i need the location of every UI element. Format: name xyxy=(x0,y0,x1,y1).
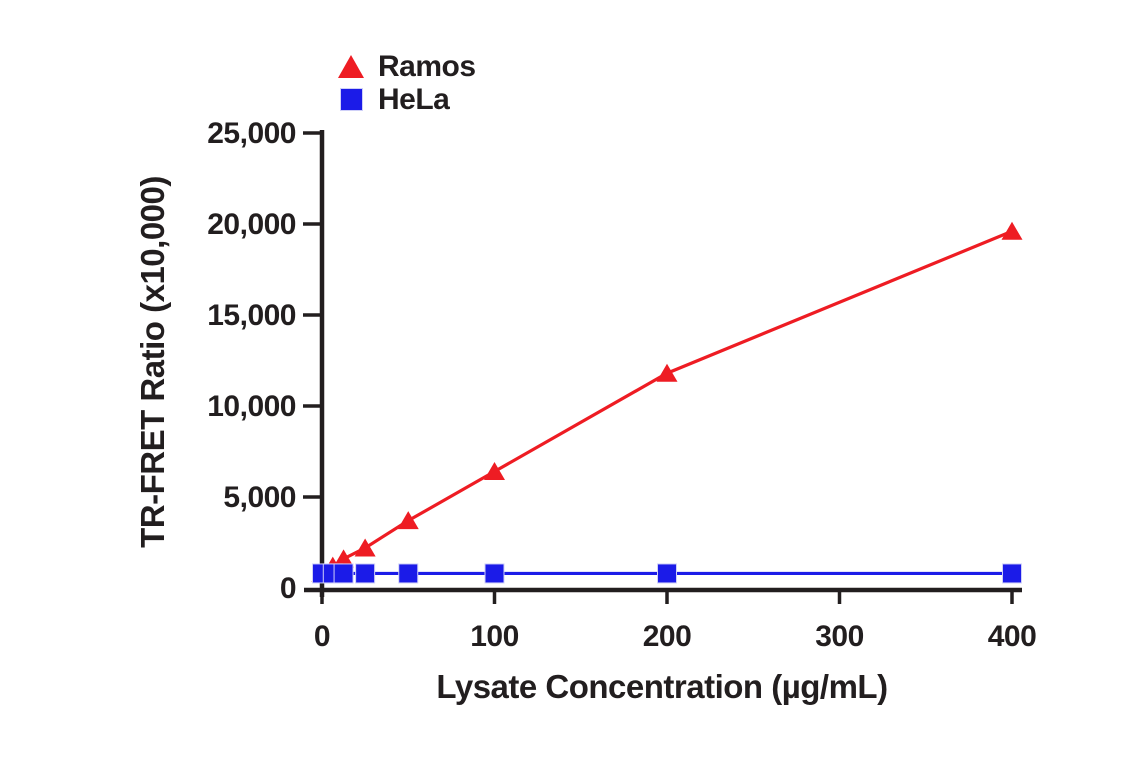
y-tick-label: 25,000 xyxy=(207,117,296,150)
hela-square-icon xyxy=(339,88,363,111)
chart-legend: Ramos HeLa xyxy=(334,50,476,116)
x-tick-label: 400 xyxy=(988,620,1037,653)
y-tick-label: 5,000 xyxy=(223,481,296,514)
x-tick-label: 0 xyxy=(314,620,330,653)
hela-square-marker xyxy=(657,563,677,584)
x-tick-label: 200 xyxy=(643,620,692,653)
legend-item-hela: HeLa xyxy=(334,83,476,116)
hela-square-marker xyxy=(398,563,419,584)
ramos-triangle-icon xyxy=(338,55,364,78)
ramos-triangle-marker xyxy=(397,511,419,530)
y-tick-label: 10,000 xyxy=(207,390,296,423)
legend-label-hela: HeLa xyxy=(378,82,450,116)
ramos-triangle-marker xyxy=(1001,221,1023,240)
ramos-triangle-marker xyxy=(354,538,376,557)
y-axis-title: TR-FRET Ratio (x10,000) xyxy=(134,176,171,548)
x-axis-title: Lysate Concentration (µg/mL) xyxy=(436,668,888,705)
ramos-series-line xyxy=(321,229,1013,575)
hela-square-marker xyxy=(333,563,354,584)
hela-square-marker xyxy=(355,563,376,584)
x-tick-label: 100 xyxy=(470,620,519,653)
hela-square-marker xyxy=(1002,563,1022,584)
legend-item-ramos: Ramos xyxy=(334,50,476,83)
hela-square-marker xyxy=(484,563,505,584)
legend-label-ramos: Ramos xyxy=(378,49,476,83)
y-tick-label: 0 xyxy=(280,572,296,605)
ramos-triangle-marker xyxy=(656,363,678,382)
y-tick-label: 20,000 xyxy=(207,208,296,241)
x-tick-label: 300 xyxy=(815,620,864,653)
y-tick-label: 15,000 xyxy=(207,299,296,332)
ramos-triangle-marker xyxy=(484,462,505,481)
ramos-triangle-marker xyxy=(333,549,355,568)
